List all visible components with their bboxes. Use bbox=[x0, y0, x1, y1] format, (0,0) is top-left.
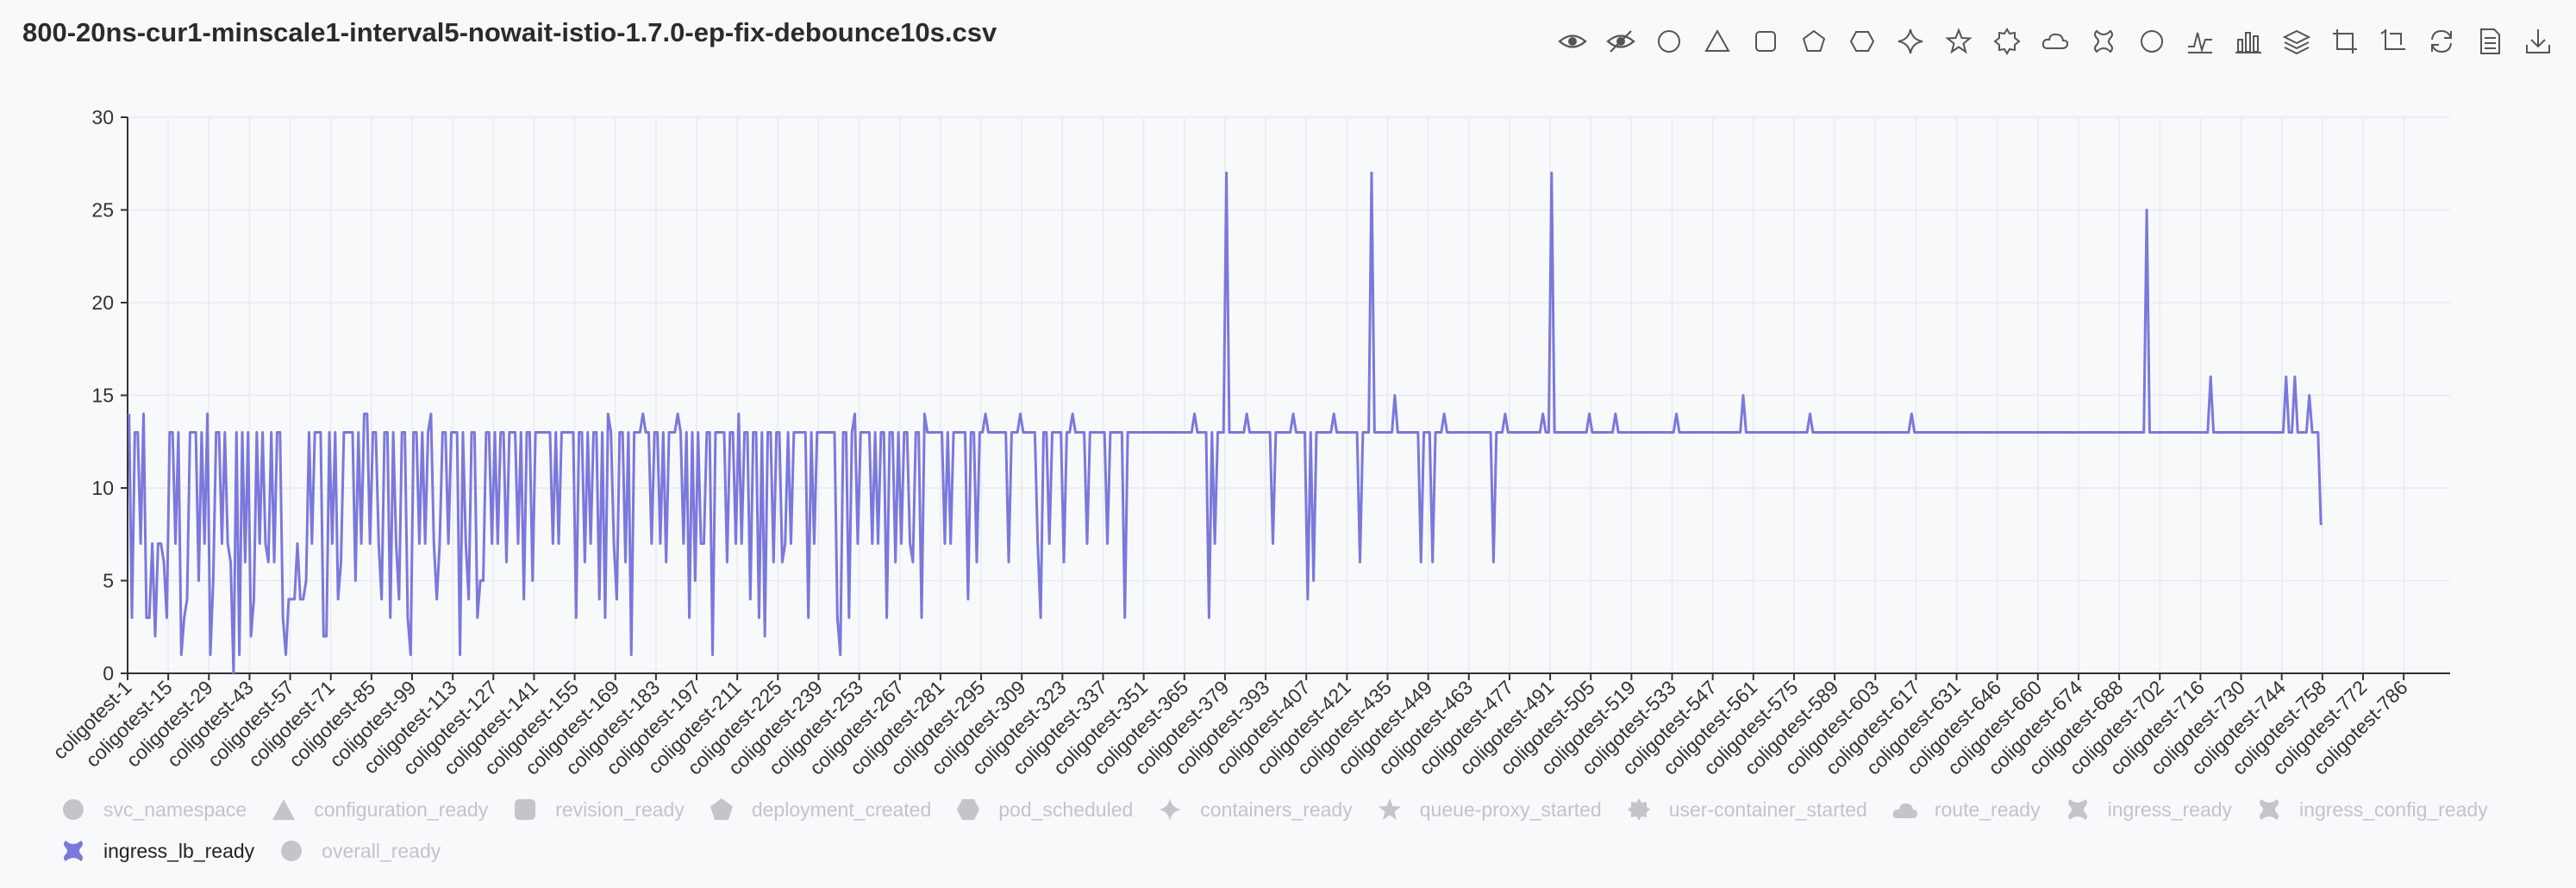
legend-item-svc-namespace[interactable]: svc_namespace bbox=[60, 795, 247, 824]
ring-tool-button[interactable] bbox=[2131, 21, 2173, 62]
triangle-tool-button[interactable] bbox=[1697, 21, 1738, 62]
legend-item-route-ready[interactable]: route_ready bbox=[1891, 795, 2041, 824]
toolbar bbox=[1552, 21, 2559, 62]
zoom-icon bbox=[2333, 29, 2357, 53]
y-tick-labels: 0 5 10 15 20 25 30 bbox=[91, 106, 128, 685]
eye-tool-button[interactable] bbox=[1552, 21, 1593, 62]
cloud-icon bbox=[2041, 33, 2069, 49]
zoom-reset-tool-button[interactable] bbox=[2373, 21, 2414, 62]
download-tool-button[interactable] bbox=[2517, 21, 2559, 62]
cloud-tool-button[interactable] bbox=[2035, 21, 2076, 62]
cross-tool-button[interactable] bbox=[2083, 21, 2124, 62]
x-tick-labels: coligotest-1coligotest-15coligotest-29co… bbox=[48, 673, 2412, 776]
ring-icon bbox=[2141, 30, 2163, 53]
legend-triangle-icon bbox=[272, 799, 296, 820]
legend-item-revision-ready[interactable]: revision_ready bbox=[512, 795, 685, 824]
badge-icon bbox=[1993, 28, 2021, 55]
legend-label: ingress_ready bbox=[2107, 797, 2233, 821]
legend-cross-icon bbox=[2067, 799, 2087, 820]
eye-off-tool-button[interactable] bbox=[1600, 21, 1641, 62]
eye-icon bbox=[1558, 34, 1587, 48]
legend-label: user-container_started bbox=[1668, 797, 1867, 821]
legend-circle-icon bbox=[63, 799, 84, 820]
legend-badge-icon bbox=[1627, 798, 1650, 821]
line-chart-icon bbox=[2188, 32, 2212, 53]
hexagon-tool-button[interactable] bbox=[1841, 21, 1883, 62]
legend-item-ingress-config-ready[interactable]: ingress_config_ready bbox=[2256, 795, 2488, 824]
legend-item-ingress-lb-ready[interactable]: ingress_lb_ready bbox=[60, 836, 254, 866]
grid-lines bbox=[127, 116, 2450, 673]
y-tick-label: 20 bbox=[91, 291, 114, 314]
data-view-icon bbox=[2480, 28, 2500, 54]
legend-cross-icon bbox=[64, 841, 83, 861]
line-chart: 0 5 10 15 20 25 30 coligotest-1coligotest-15col… bbox=[48, 106, 2450, 776]
legend-label: svc_namespace bbox=[103, 797, 247, 821]
star-tool-button[interactable] bbox=[1938, 21, 1979, 62]
y-tick-label: 0 bbox=[103, 662, 114, 685]
circle-icon bbox=[1658, 30, 1680, 53]
legend-label: deployment_created bbox=[751, 797, 932, 821]
stack-tool-button[interactable] bbox=[2276, 21, 2317, 62]
legend-label: ingress_lb_ready bbox=[103, 839, 255, 862]
y-tick-label: 5 bbox=[103, 570, 114, 592]
legend-roundrect-icon bbox=[515, 799, 536, 820]
y-tick-label: 25 bbox=[91, 199, 114, 222]
legend-label: queue-proxy_started bbox=[1419, 797, 1602, 821]
bar-chart-icon bbox=[2235, 32, 2261, 53]
badge-tool-button[interactable] bbox=[1986, 21, 2028, 62]
diamond-star-icon bbox=[1898, 28, 1923, 54]
legend-sparkle-icon bbox=[1159, 798, 1182, 821]
y-tick-label: 10 bbox=[91, 477, 114, 499]
hexagon-icon bbox=[1849, 31, 1875, 52]
diamond-star-tool-button[interactable] bbox=[1890, 21, 1931, 62]
legend-label: overall_ready bbox=[322, 839, 441, 862]
y-tick-label: 15 bbox=[91, 385, 114, 407]
legend-hexagon-icon bbox=[957, 799, 980, 820]
restore-tool-button[interactable] bbox=[2421, 21, 2462, 62]
legend-cloud-icon bbox=[1892, 803, 1917, 818]
download-icon bbox=[2526, 29, 2550, 53]
legend-item-containers-ready[interactable]: containers_ready bbox=[1157, 795, 1353, 824]
data-view-tool-button[interactable] bbox=[2469, 21, 2510, 62]
bar-chart-tool-button[interactable] bbox=[2228, 21, 2269, 62]
pentagon-icon bbox=[1802, 29, 1826, 52]
zoom-reset-icon bbox=[2380, 29, 2405, 50]
page-title: 800-20ns-cur1-minscale1-interval5-nowait… bbox=[22, 17, 997, 47]
legend-circle-icon bbox=[281, 841, 303, 861]
legend: svc_namespace configuration_ready revision… bbox=[60, 795, 2526, 866]
legend-star-icon bbox=[1378, 798, 1401, 820]
square-tool-button[interactable] bbox=[1745, 21, 1786, 62]
legend-item-configuration-ready[interactable]: configuration_ready bbox=[271, 795, 488, 824]
legend-item-overall-ready[interactable]: overall_ready bbox=[278, 836, 441, 866]
legend-label: ingress_config_ready bbox=[2299, 797, 2488, 821]
legend-item-ingress-ready[interactable]: ingress_ready bbox=[2065, 795, 2232, 824]
star-icon bbox=[1945, 28, 1973, 54]
legend-label: pod_scheduled bbox=[998, 797, 1134, 821]
circle-tool-button[interactable] bbox=[1648, 21, 1690, 62]
legend-label: configuration_ready bbox=[314, 797, 489, 821]
legend-cross-icon bbox=[2260, 799, 2279, 820]
legend-label: route_ready bbox=[1934, 797, 2041, 821]
square-icon bbox=[1755, 31, 1776, 52]
legend-label: containers_ready bbox=[1200, 797, 1353, 821]
legend-item-deployment-created[interactable]: deployment_created bbox=[709, 795, 931, 824]
legend-label: revision_ready bbox=[555, 797, 685, 821]
restore-icon bbox=[2431, 29, 2452, 53]
legend-item-queue-proxy-started[interactable]: queue-proxy_started bbox=[1377, 795, 1602, 824]
line-chart-tool-button[interactable] bbox=[2179, 21, 2221, 62]
cross-icon bbox=[2094, 29, 2113, 53]
eye-off-icon bbox=[1606, 30, 1635, 53]
zoom-tool-button[interactable] bbox=[2324, 21, 2366, 62]
triangle-icon bbox=[1704, 28, 1730, 52]
y-tick-label: 30 bbox=[91, 106, 114, 128]
legend-item-pod-scheduled[interactable]: pod_scheduled bbox=[955, 795, 1133, 824]
legend-item-user-container-started[interactable]: user-container_started bbox=[1626, 795, 1867, 824]
pentagon-tool-button[interactable] bbox=[1793, 21, 1835, 62]
series-line-ingress-lb-ready[interactable] bbox=[128, 172, 2323, 675]
stack-icon bbox=[2282, 29, 2311, 55]
legend-pentagon-icon bbox=[710, 798, 733, 820]
